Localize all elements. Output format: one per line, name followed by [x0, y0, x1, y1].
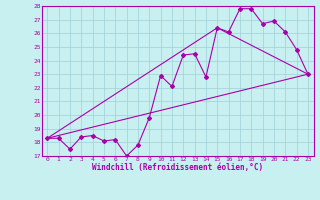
X-axis label: Windchill (Refroidissement éolien,°C): Windchill (Refroidissement éolien,°C) — [92, 163, 263, 172]
